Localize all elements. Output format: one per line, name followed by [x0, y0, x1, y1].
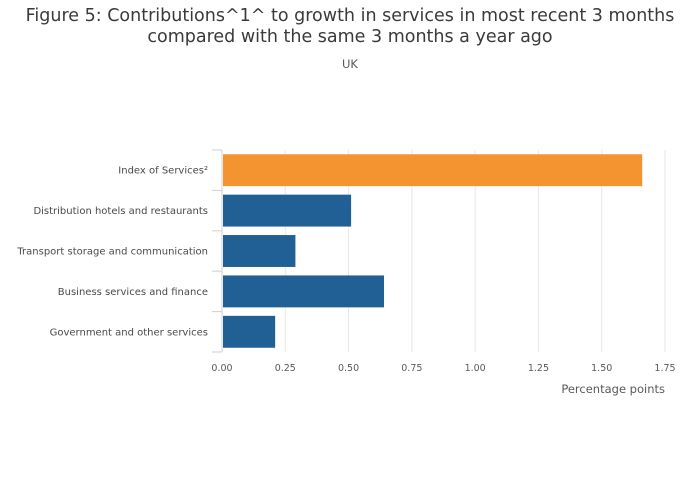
bars	[223, 154, 643, 348]
x-tick-label: 0.50	[338, 363, 359, 374]
category-label: Government and other services	[50, 327, 208, 338]
x-tick-label: 0.25	[275, 363, 296, 374]
x-tick-label: 1.00	[465, 363, 486, 374]
category-label: Index of Services²	[118, 166, 208, 177]
y-axis	[212, 149, 223, 353]
bar	[223, 315, 276, 348]
category-labels: Index of Services² Distribution hotels an…	[16, 166, 208, 339]
x-tick-label: 1.50	[591, 363, 612, 374]
x-tick-label: 0.00	[211, 363, 232, 374]
bar	[223, 154, 643, 187]
bar	[223, 235, 296, 267]
chart-title: Figure 5: Contributions^1^ to growth in …	[25, 6, 675, 47]
x-tick-label: 1.75	[654, 363, 675, 374]
x-axis-title: Percentage points	[561, 382, 665, 396]
bar	[223, 194, 352, 227]
category-label: Distribution hotels and restaurants	[33, 206, 208, 217]
bar	[223, 275, 385, 308]
category-label: Transport storage and communication	[16, 247, 208, 258]
chart-header: Figure 5: Contributions^1^ to growth in …	[0, 6, 700, 71]
x-tick-label: 1.25	[528, 363, 549, 374]
chart-subtitle: UK	[342, 57, 358, 71]
category-label: Business services and finance	[58, 287, 208, 298]
x-tick-label: 0.75	[401, 363, 422, 374]
x-tick-labels: 0.00 0.25 0.50 0.75 1.00 1.25 1.50 1.75	[211, 363, 675, 374]
